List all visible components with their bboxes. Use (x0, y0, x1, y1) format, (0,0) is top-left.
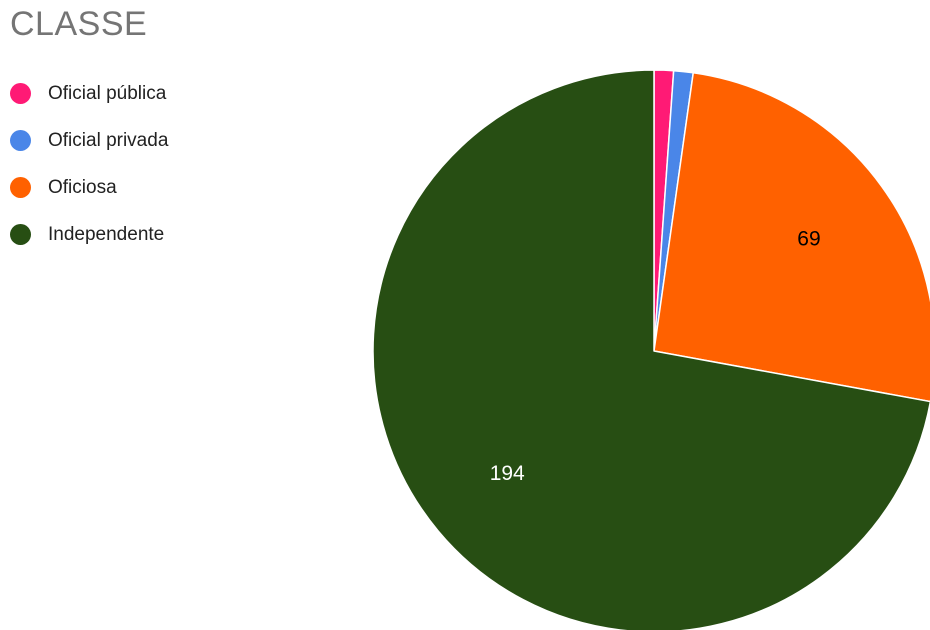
pie-slice-oficiosa[interactable] (653, 72, 930, 403)
data-label-independente: 194 (490, 462, 525, 485)
legend-label-oficial-publica: Oficial pública (48, 82, 167, 104)
legend-item-oficial-privada[interactable]: Oficial privada (10, 117, 168, 164)
chart-legend: Oficial pública Oficial privada Oficiosa… (10, 70, 168, 258)
legend-label-oficiosa: Oficiosa (48, 176, 117, 198)
data-label-oficiosa: 69 (797, 228, 820, 251)
legend-item-oficial-publica[interactable]: Oficial pública (10, 70, 168, 117)
pie-slice-independente[interactable] (372, 69, 930, 630)
pie-slices (372, 69, 930, 630)
legend-item-oficiosa[interactable]: Oficiosa (10, 164, 168, 211)
legend-label-independente: Independente (48, 223, 165, 245)
legend-label-oficial-privada: Oficial privada (48, 129, 169, 151)
chart-title: CLASSE (10, 5, 148, 43)
legend-swatch-independente (10, 224, 31, 245)
legend-swatch-oficial-publica (10, 83, 31, 104)
legend-item-independente[interactable]: Independente (10, 211, 168, 258)
legend-swatch-oficial-privada (10, 130, 31, 151)
pie-data-labels: 69 194 (490, 228, 821, 485)
legend-swatch-oficiosa (10, 177, 31, 198)
